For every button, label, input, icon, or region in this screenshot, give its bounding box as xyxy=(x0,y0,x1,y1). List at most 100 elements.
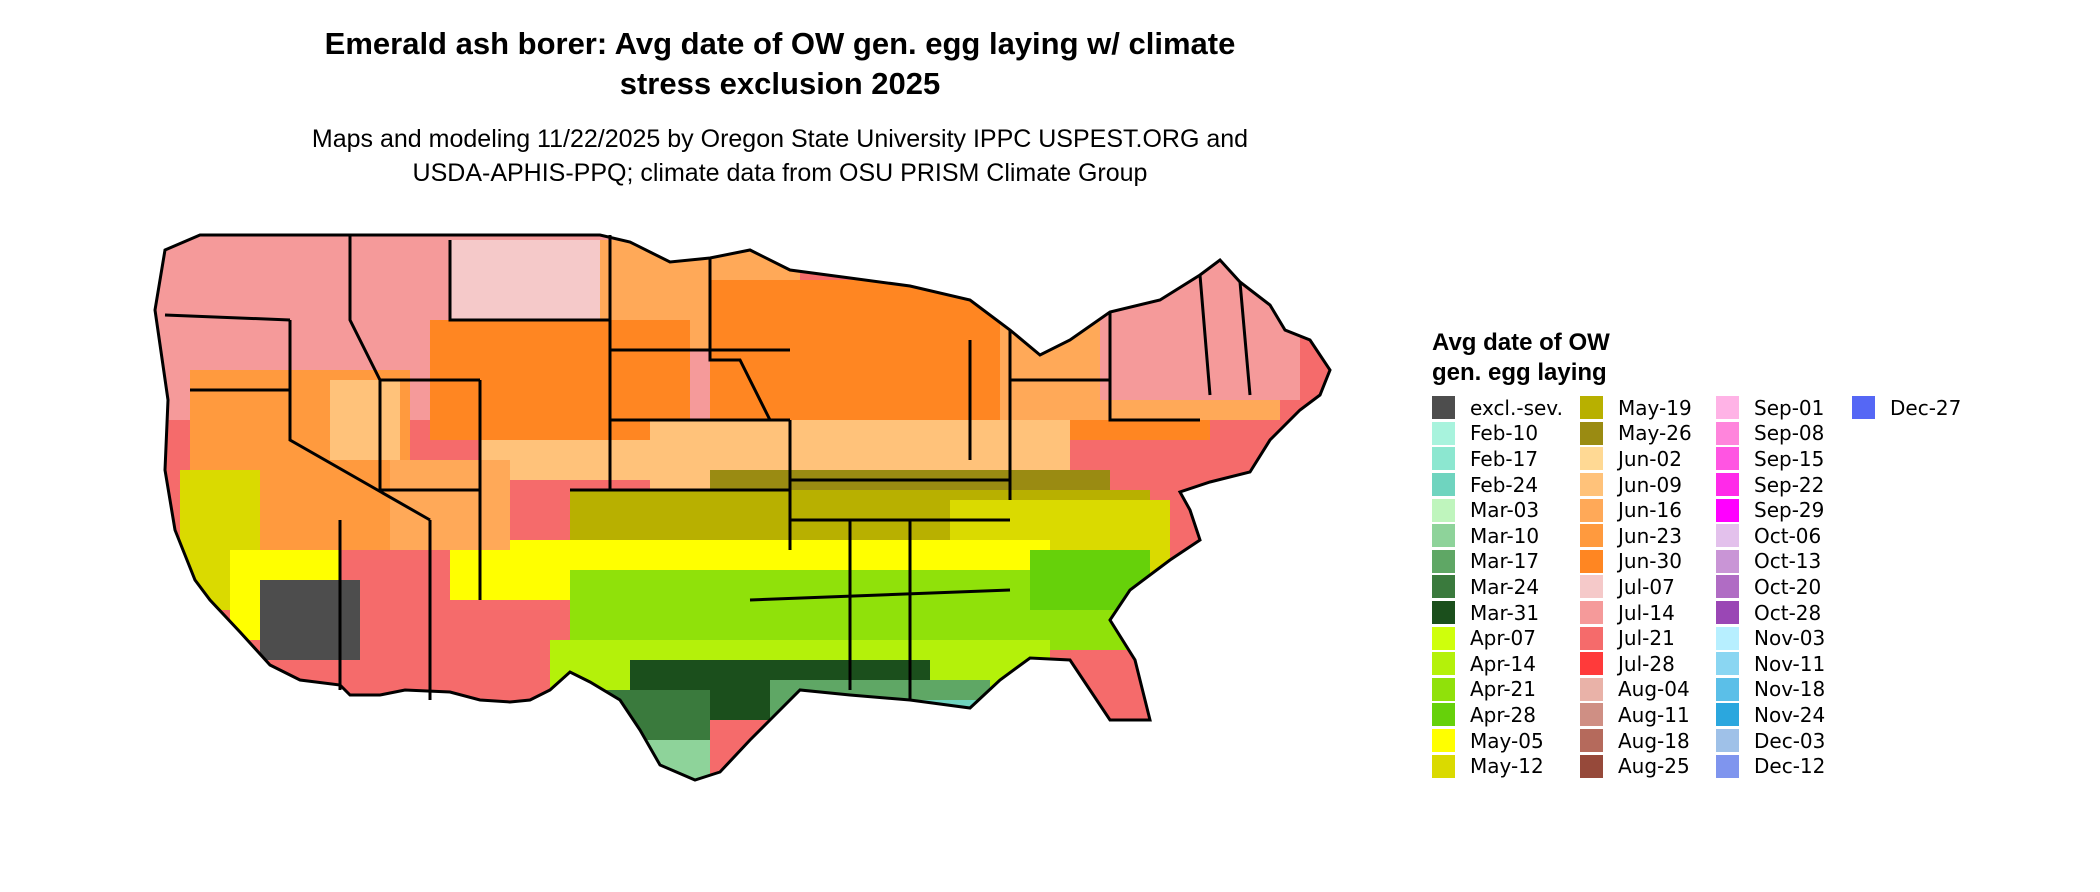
legend-item: Aug-25 xyxy=(1580,753,1692,779)
legend-item: May-12 xyxy=(1432,753,1563,779)
legend-item: Nov-18 xyxy=(1716,677,1825,703)
legend-label: Jul-28 xyxy=(1618,651,1675,676)
legend-swatch xyxy=(1716,421,1739,445)
legend-swatch xyxy=(1432,729,1455,753)
legend-item: Aug-04 xyxy=(1580,677,1692,703)
legend-item: Sep-29 xyxy=(1716,497,1825,523)
legend-item: Jul-14 xyxy=(1580,600,1692,626)
legend-swatch xyxy=(1432,601,1455,625)
legend-label: Jun-09 xyxy=(1618,472,1682,497)
legend-label: Sep-08 xyxy=(1754,421,1825,446)
legend-label: Feb-24 xyxy=(1470,472,1539,497)
legend-label: Dec-12 xyxy=(1754,754,1826,779)
legend-item: Mar-31 xyxy=(1432,600,1563,626)
legend-swatch xyxy=(1580,575,1603,599)
legend-label: Jul-21 xyxy=(1618,626,1675,651)
legend-label: Nov-24 xyxy=(1754,702,1826,727)
legend-label: Sep-15 xyxy=(1754,446,1825,471)
legend-item: Dec-03 xyxy=(1716,728,1825,754)
legend-label: May-05 xyxy=(1470,728,1544,753)
legend-swatch xyxy=(1432,754,1455,778)
legend-label: Mar-03 xyxy=(1470,498,1540,523)
legend-item: Apr-14 xyxy=(1432,651,1563,677)
legend-item: Feb-10 xyxy=(1432,421,1563,447)
legend-item: Nov-03 xyxy=(1716,625,1825,651)
legend-item: Apr-21 xyxy=(1432,677,1563,703)
legend-item: Oct-28 xyxy=(1716,600,1825,626)
legend-item: Jul-28 xyxy=(1580,651,1692,677)
legend-swatch xyxy=(1716,396,1739,420)
legend-column: Sep-01 Sep-08 Sep-15 Sep-22 Sep-29 Oct-06 Oct-… xyxy=(1716,395,1825,779)
legend-label: Jun-02 xyxy=(1618,446,1682,471)
legend-label: Oct-20 xyxy=(1754,574,1822,599)
legend-swatch xyxy=(1580,421,1603,445)
legend-item: Oct-06 xyxy=(1716,523,1825,549)
legend-label: Feb-17 xyxy=(1470,446,1539,471)
map-legend: Avg date of OW gen. egg laying excl.-sev… xyxy=(1432,328,1961,778)
legend-swatch xyxy=(1580,652,1603,676)
legend-label: Dec-03 xyxy=(1754,728,1826,753)
legend-label: Mar-10 xyxy=(1470,523,1540,548)
legend-label: Sep-22 xyxy=(1754,472,1825,497)
map-subtitle-line-2: USDA-APHIS-PPQ; climate data from OSU PR… xyxy=(412,159,1148,187)
legend-swatch xyxy=(1580,473,1603,497)
legend-swatch xyxy=(1432,549,1455,573)
legend-item: Mar-03 xyxy=(1432,497,1563,523)
legend-swatch xyxy=(1580,396,1603,420)
legend-label: Jul-07 xyxy=(1618,574,1675,599)
legend-item: Aug-11 xyxy=(1580,702,1692,728)
legend-swatch xyxy=(1716,729,1739,753)
legend-swatch xyxy=(1432,473,1455,497)
legend-swatch xyxy=(1716,524,1739,548)
map-subtitle-line-1: Maps and modeling 11/22/2025 by Oregon S… xyxy=(311,125,1249,153)
legend-item: Mar-24 xyxy=(1432,574,1563,600)
legend-column: Dec-27 xyxy=(1852,395,1961,421)
legend-swatch xyxy=(1432,498,1455,522)
legend-label: Oct-06 xyxy=(1754,523,1822,548)
legend-title-line-2: gen. egg laying xyxy=(1432,359,1607,386)
legend-swatch xyxy=(1580,447,1603,471)
legend-item: Apr-28 xyxy=(1432,702,1563,728)
legend-item: Aug-18 xyxy=(1580,728,1692,754)
legend-label: Apr-07 xyxy=(1470,626,1536,651)
legend-swatch xyxy=(1432,447,1455,471)
legend-swatch xyxy=(1432,677,1455,701)
legend-item: Jul-07 xyxy=(1580,574,1692,600)
legend-swatch xyxy=(1716,447,1739,471)
legend-label: Apr-14 xyxy=(1470,651,1536,676)
legend-label: Aug-11 xyxy=(1618,702,1690,727)
legend-item: Oct-13 xyxy=(1716,549,1825,575)
legend-swatch xyxy=(1716,549,1739,573)
legend-label: Dec-27 xyxy=(1890,395,1962,420)
map-title-line-2: stress exclusion 2025 xyxy=(619,66,941,101)
legend-item: Sep-15 xyxy=(1716,446,1825,472)
legend-swatch xyxy=(1580,601,1603,625)
legend-label: excl.-sev. xyxy=(1470,395,1563,420)
legend-item: Feb-24 xyxy=(1432,472,1563,498)
legend-item: Dec-27 xyxy=(1852,395,1961,421)
legend-label: Apr-21 xyxy=(1470,677,1536,702)
legend-label: Aug-18 xyxy=(1618,728,1690,753)
state-boundaries xyxy=(153,233,1332,782)
legend-swatch xyxy=(1716,575,1739,599)
legend-label: Jun-23 xyxy=(1618,523,1682,548)
legend-label: Apr-28 xyxy=(1470,702,1536,727)
legend-swatch xyxy=(1716,601,1739,625)
legend-label: Sep-29 xyxy=(1754,498,1825,523)
legend-label: Mar-31 xyxy=(1470,600,1540,625)
legend-label: Sep-01 xyxy=(1754,395,1825,420)
legend-item: May-19 xyxy=(1580,395,1692,421)
legend-swatch xyxy=(1580,703,1603,727)
legend-label: Aug-25 xyxy=(1618,754,1690,779)
legend-item: Nov-24 xyxy=(1716,702,1825,728)
legend-item: Nov-11 xyxy=(1716,651,1825,677)
map-title-line-1: Emerald ash borer: Avg date of OW gen. e… xyxy=(324,26,1236,61)
legend-item: Apr-07 xyxy=(1432,625,1563,651)
legend-label: Nov-03 xyxy=(1754,626,1826,651)
legend-label: May-12 xyxy=(1470,754,1544,779)
legend-swatch xyxy=(1716,677,1739,701)
legend-label: Feb-10 xyxy=(1470,421,1539,446)
legend-swatch xyxy=(1716,498,1739,522)
legend-swatch xyxy=(1432,652,1455,676)
legend-item: May-05 xyxy=(1432,728,1563,754)
